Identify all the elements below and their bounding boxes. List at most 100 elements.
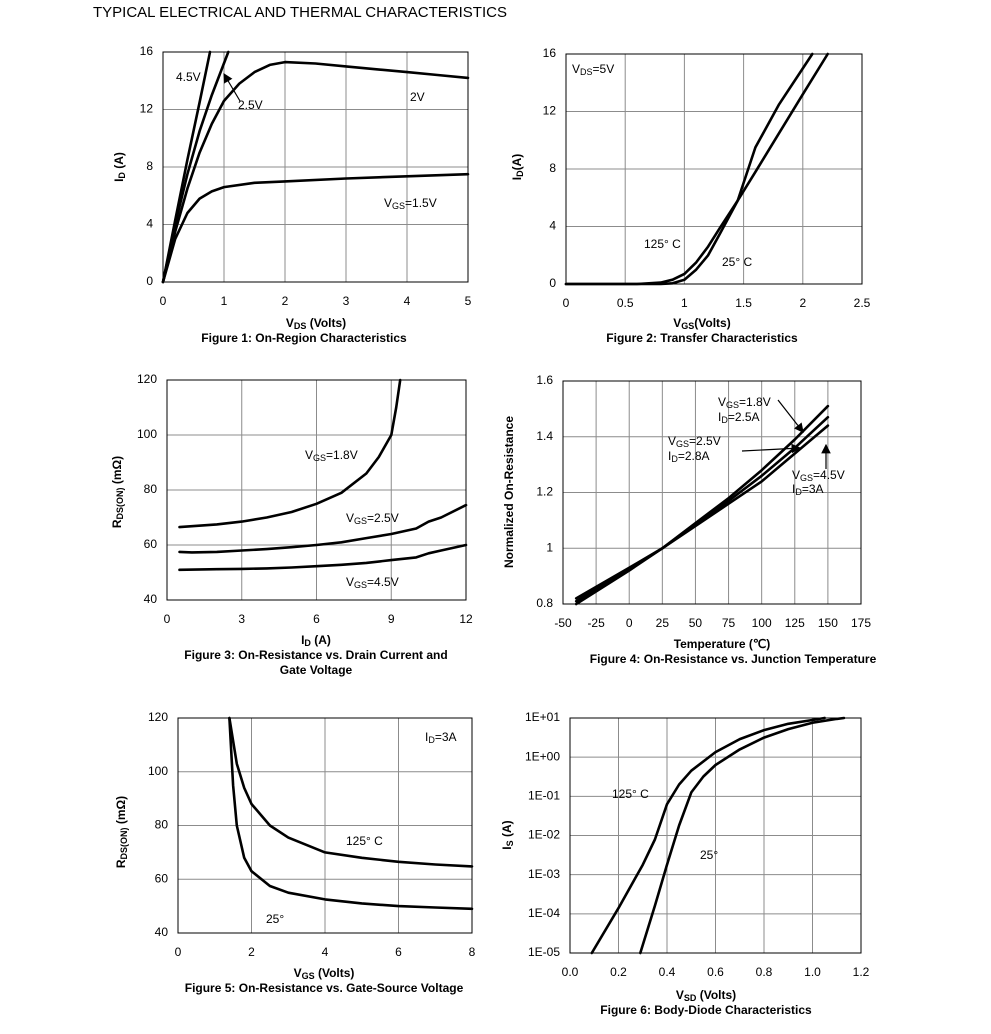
- figure-caption: Figure 3: On-Resistance vs. Drain Curren…: [184, 648, 447, 662]
- plot-frame: [569, 717, 862, 954]
- subscript: GS: [392, 201, 405, 211]
- y-tick-label: 4: [549, 219, 556, 233]
- y-tick-label: 4: [146, 217, 153, 231]
- text-part: V: [346, 575, 354, 589]
- figure-caption: Figure 6: Body-Diode Characteristics: [600, 1003, 812, 1017]
- text-part: (A): [510, 154, 524, 171]
- y-tick-label: 16: [140, 44, 154, 58]
- subscript: DS(ON): [115, 487, 125, 519]
- x-tick-label: 0: [175, 945, 182, 959]
- y-tick-label: 100: [137, 427, 157, 441]
- annotation: VGS=1.8V: [718, 395, 771, 410]
- y-tick-label: 1E-01: [528, 789, 560, 803]
- x-tick-label: 12: [459, 612, 473, 626]
- curve: [574, 424, 830, 600]
- subscript: D: [515, 170, 525, 177]
- annotation: ID=2.5A: [718, 410, 760, 425]
- y-tick-label: 120: [137, 372, 157, 386]
- figure-caption: Figure 4: On-Resistance vs. Junction Tem…: [590, 652, 877, 666]
- subscript: D: [304, 638, 311, 648]
- x-tick-label: 6: [313, 612, 320, 626]
- text-part: (Volts): [696, 988, 736, 1002]
- text-part: (A): [311, 633, 331, 647]
- text-part: V: [676, 988, 684, 1002]
- text-part: =5V: [593, 62, 615, 76]
- text-part: =2.5V: [367, 511, 399, 525]
- x-axis-label: VGS(Volts): [673, 316, 730, 331]
- x-tick-label: -25: [587, 616, 605, 630]
- y-tick-label: 1E+00: [525, 749, 560, 763]
- subscript: GS: [681, 321, 694, 331]
- x-tick-label: 2: [248, 945, 255, 959]
- text-part: I: [425, 730, 428, 744]
- y-axis-label: ID (A): [112, 152, 127, 182]
- curve: [161, 50, 230, 284]
- text-part: =1.8V: [326, 448, 358, 462]
- curve: [161, 60, 470, 284]
- figure-caption: Figure 1: On-Region Characteristics: [201, 331, 407, 345]
- x-tick-label: 1.5: [735, 296, 752, 310]
- annotation: 4.5V: [176, 70, 201, 84]
- text-part: V: [294, 966, 302, 980]
- text-part: =1.8V: [739, 395, 771, 409]
- curve: [590, 716, 826, 955]
- x-axis-label: VSD (Volts): [676, 988, 736, 1003]
- y-axis-label: ID(A): [510, 154, 525, 181]
- x-tick-label: 75: [722, 616, 736, 630]
- x-tick-label: 6: [395, 945, 402, 959]
- x-tick-label: 125: [785, 616, 805, 630]
- plot-frame: [562, 380, 862, 605]
- text-part: V: [572, 62, 580, 76]
- text-part: I: [500, 846, 514, 849]
- y-tick-label: 40: [155, 925, 169, 939]
- subscript: GS: [313, 453, 326, 463]
- y-tick-label: 1E-04: [528, 906, 560, 920]
- x-tick-label: 50: [689, 616, 703, 630]
- text-part: =2.5V: [689, 434, 721, 448]
- x-tick-label: 0: [626, 616, 633, 630]
- text-part: R: [110, 519, 124, 528]
- text-part: =3A: [802, 482, 824, 496]
- curve: [564, 52, 814, 286]
- subscript: DS(ON): [119, 827, 129, 859]
- annotation: 125° C: [346, 834, 383, 848]
- text-part: =1.5V: [405, 196, 437, 210]
- annotation: 125° C: [644, 237, 681, 251]
- curve: [639, 716, 846, 955]
- text-part: (A): [500, 820, 514, 840]
- y-tick-label: 1.6: [536, 373, 553, 387]
- x-tick-label: 3: [238, 612, 245, 626]
- text-part: R: [114, 859, 128, 868]
- y-tick-label: 120: [148, 710, 168, 724]
- y-tick-label: 12: [140, 102, 154, 116]
- text-part: V: [286, 316, 294, 330]
- figure-caption: Figure 5: On-Resistance vs. Gate-Source …: [185, 981, 464, 995]
- text-part: I: [112, 179, 126, 182]
- annotation: VGS=4.5V: [346, 575, 399, 590]
- annotation: 25°: [266, 912, 284, 926]
- x-tick-label: -50: [554, 616, 572, 630]
- x-tick-label: 2: [799, 296, 806, 310]
- subscript: GS: [726, 400, 739, 410]
- annotation: ID=3A: [425, 730, 457, 745]
- text-part: =2.5A: [728, 410, 760, 424]
- x-tick-label: 0.4: [659, 965, 676, 979]
- annotation: 2.5V: [238, 98, 263, 112]
- x-tick-label: 8: [469, 945, 476, 959]
- x-tick-label: 175: [851, 616, 871, 630]
- annotation: ID=3A: [792, 482, 824, 497]
- x-tick-label: 4: [322, 945, 329, 959]
- y-axis-label: Normalized On-Resistance: [502, 416, 516, 568]
- subscript: DS: [294, 321, 307, 331]
- annotation: VGS=2.5V: [346, 511, 399, 526]
- subscript: GS: [800, 473, 813, 483]
- subscript: GS: [354, 580, 367, 590]
- x-axis-label: Temperature (℃): [674, 637, 771, 651]
- y-axis-label: RDS(ON) (mΩ): [114, 796, 129, 868]
- x-tick-label: 1.2: [853, 965, 870, 979]
- curve: [178, 378, 402, 529]
- x-tick-label: 2.5: [854, 296, 871, 310]
- annotation: VGS=4.5V: [792, 468, 845, 483]
- annotation: VDS=5V: [572, 62, 614, 77]
- subscript: SD: [684, 993, 697, 1003]
